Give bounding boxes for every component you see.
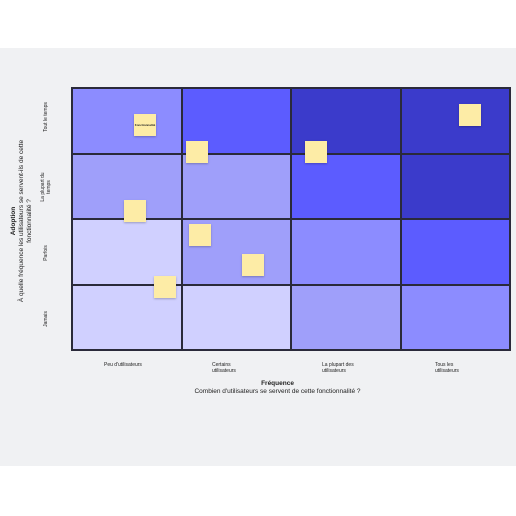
x-axis-title-sub: Combien d'utilisateurs se servent de cet… [194,388,361,395]
x-level-most: La plupart des utilisateurs [322,362,354,374]
matrix-cell-r2-c4 [400,153,510,219]
sticky-note[interactable] [186,141,208,163]
x-level-few: Peu d'utilisateurs [104,362,142,368]
x-axis-title: Fréquence Combien d'utilisateurs se serv… [190,380,365,396]
y-level-mostly: La plupart du temps [40,172,52,202]
y-level-never: Jamais [43,311,49,327]
matrix-cell-r4-c4 [400,284,510,350]
matrix-cell-r2-c3 [291,153,401,219]
y-axis-title-bold: Adoption [10,206,17,236]
y-axis-title-sub: À quelle fréquence les utilisateurs se s… [18,139,33,303]
y-axis-title: Adoption À quelle fréquence les utilisat… [10,121,34,321]
y-level-always: Tout le temps [43,102,49,132]
sticky-note[interactable] [459,104,481,126]
sticky-note[interactable] [124,200,146,222]
matrix-cell-r1-c4 [400,88,510,154]
x-level-some: Certains utilisateurs [212,362,236,374]
matrix-cell-r3-c3 [291,219,401,285]
matrix-cell-r4-c3 [291,284,401,350]
matrix-cell-r3-c1 [72,219,182,285]
sticky-note[interactable] [189,224,211,246]
x-axis-title-bold: Fréquence [261,380,294,387]
y-level-sometimes: Parfois [43,245,49,261]
x-level-all: Tous les utilisateurs [435,362,459,374]
sticky-note[interactable] [305,141,327,163]
sticky-note[interactable] [242,254,264,276]
matrix-cell-r2-c2 [181,153,291,219]
matrix-cell-r3-c4 [400,219,510,285]
sticky-note[interactable] [154,276,176,298]
sticky-note[interactable]: Fonctionnalité [134,114,156,136]
matrix-cell-r4-c2 [181,284,291,350]
matrix-cell-r1-c1 [72,88,182,154]
